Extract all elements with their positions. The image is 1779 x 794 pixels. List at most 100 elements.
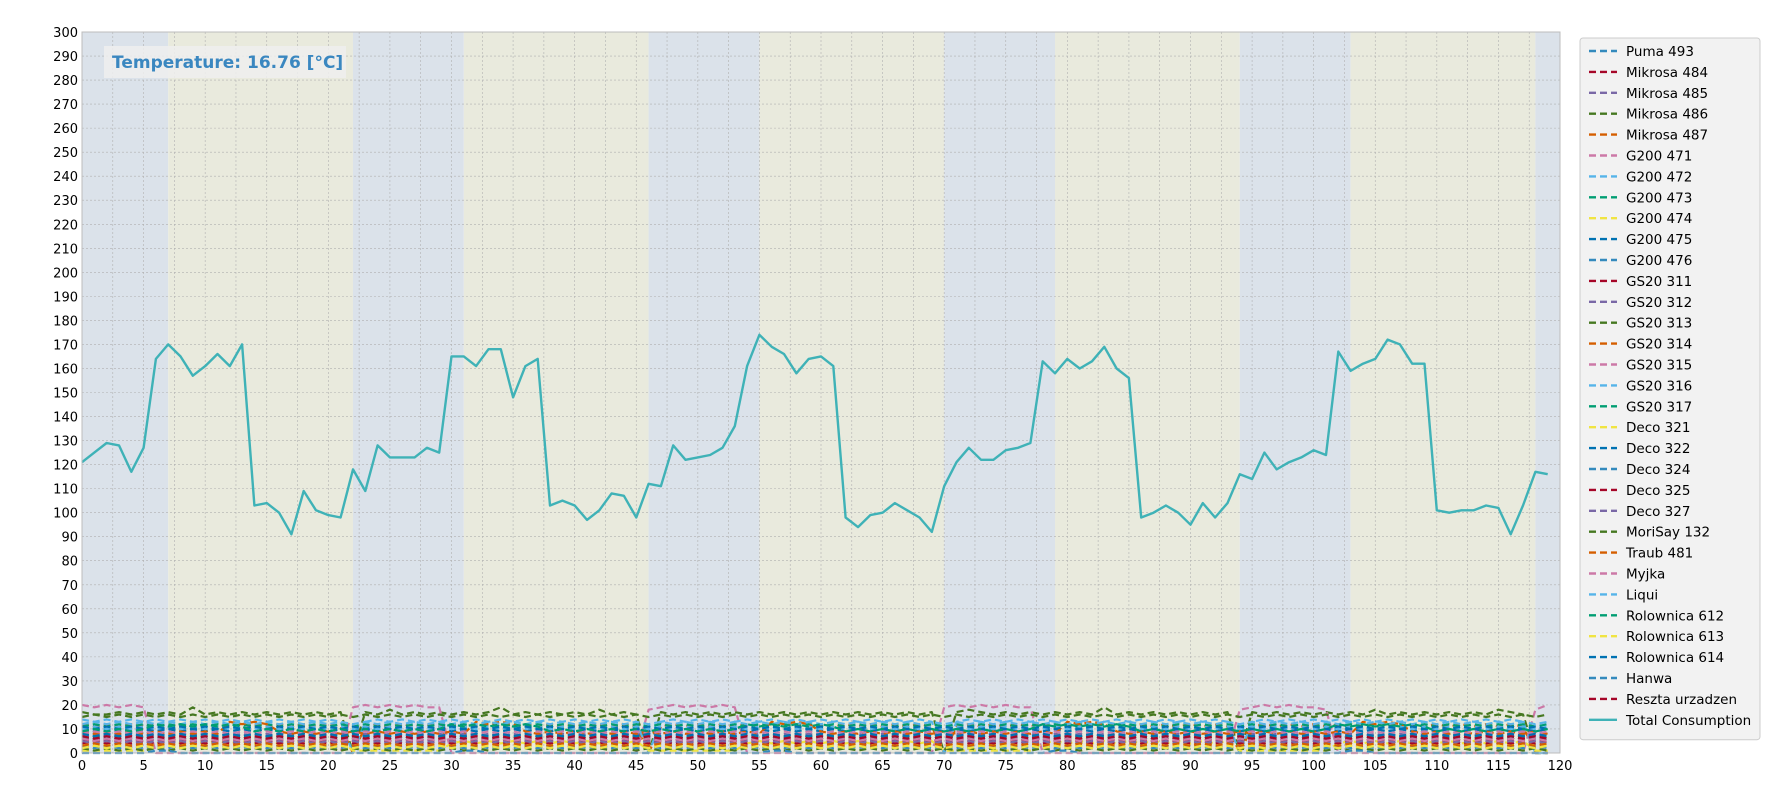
y-tick-label: 110 bbox=[53, 483, 78, 498]
x-tick-label: 100 bbox=[1301, 759, 1326, 774]
legend-label: Rolownica 614 bbox=[1626, 650, 1724, 666]
series-line-rolownica-613 bbox=[81, 744, 1548, 750]
x-tick-label: 120 bbox=[1548, 759, 1573, 774]
x-tick-label: 5 bbox=[139, 759, 147, 774]
axis-ticks: 0 5 10 15 20 25 30 35 40 45 50 55 60 65 70 75 80 85 90 95 10… bbox=[53, 26, 1572, 774]
y-tick-label: 20 bbox=[61, 699, 78, 714]
legend-label: Deco 321 bbox=[1626, 420, 1690, 436]
y-tick-label: 230 bbox=[53, 194, 78, 209]
legend-box bbox=[1579, 37, 1761, 741]
legend-label: GS20 317 bbox=[1626, 399, 1692, 415]
y-tick-label: 150 bbox=[53, 387, 78, 402]
x-tick-label: 115 bbox=[1486, 759, 1511, 774]
series-line-liqui bbox=[81, 720, 1548, 726]
legend-label: GS20 314 bbox=[1626, 337, 1692, 353]
legend-label: Mikrosa 485 bbox=[1626, 86, 1708, 102]
y-tick-label: 300 bbox=[53, 26, 78, 41]
legend-label: Total Consumption bbox=[1625, 713, 1751, 729]
x-tick-label: 45 bbox=[628, 759, 645, 774]
annotation: Temperature: 16.76 [°C] bbox=[104, 46, 346, 78]
x-tick-label: 85 bbox=[1121, 759, 1138, 774]
legend-label: G200 476 bbox=[1626, 253, 1692, 269]
y-tick-label: 40 bbox=[61, 651, 78, 666]
legend-label: Puma 493 bbox=[1626, 44, 1694, 60]
series-line-reszta-urzadzen bbox=[81, 735, 1548, 740]
y-tick-label: 160 bbox=[53, 362, 78, 377]
plot-frame bbox=[81, 31, 1561, 754]
series-line-gs20-314 bbox=[81, 720, 1548, 735]
x-tick-label: 20 bbox=[320, 759, 337, 774]
x-tick-label: 110 bbox=[1424, 759, 1449, 774]
legend-label: GS20 312 bbox=[1626, 295, 1692, 311]
y-tick-label: 200 bbox=[53, 266, 78, 281]
y-tick-label: 170 bbox=[53, 338, 78, 353]
legend-label: G200 473 bbox=[1626, 190, 1692, 206]
y-tick-label: 250 bbox=[53, 146, 78, 161]
legend-label: Traub 481 bbox=[1625, 546, 1693, 562]
x-tick-label: 50 bbox=[690, 759, 707, 774]
legend-label: Rolownica 613 bbox=[1626, 629, 1724, 645]
y-tick-label: 10 bbox=[61, 723, 78, 738]
y-tick-label: 220 bbox=[53, 218, 78, 233]
legend-label: Deco 324 bbox=[1626, 462, 1690, 478]
y-tick-label: 120 bbox=[53, 459, 78, 474]
legend-label: Mikrosa 487 bbox=[1626, 128, 1708, 144]
x-tick-label: 70 bbox=[936, 759, 953, 774]
legend-label: Rolownica 612 bbox=[1626, 608, 1724, 624]
series-line-rolownica-614 bbox=[81, 732, 1548, 738]
series-line-rolownica-612 bbox=[81, 723, 1548, 733]
series-line-traub-481 bbox=[81, 742, 1548, 747]
x-tick-label: 65 bbox=[874, 759, 891, 774]
x-tick-label: 35 bbox=[505, 759, 522, 774]
legend-label: G200 474 bbox=[1626, 211, 1692, 227]
y-tick-label: 180 bbox=[53, 314, 78, 329]
x-tick-label: 30 bbox=[443, 759, 460, 774]
y-tick-label: 260 bbox=[53, 122, 78, 137]
x-tick-label: 90 bbox=[1182, 759, 1199, 774]
x-tick-label: 55 bbox=[751, 759, 768, 774]
y-tick-label: 130 bbox=[53, 435, 78, 450]
legend-label: Mikrosa 486 bbox=[1626, 107, 1708, 123]
y-tick-label: 240 bbox=[53, 170, 78, 185]
series-line-gs20-316 bbox=[81, 725, 1548, 731]
legend-label: Mikrosa 484 bbox=[1626, 65, 1708, 81]
series-line-myjka bbox=[81, 737, 1548, 743]
y-tick-label: 280 bbox=[53, 74, 78, 89]
x-tick-label: 75 bbox=[997, 759, 1014, 774]
legend-label: Liqui bbox=[1626, 587, 1658, 603]
legend-label: Reszta urzadzen bbox=[1626, 692, 1737, 708]
y-tick-label: 80 bbox=[61, 555, 78, 570]
y-tick-label: 30 bbox=[61, 675, 78, 690]
legend-label: G200 475 bbox=[1626, 232, 1692, 248]
series-line-total-consumption bbox=[81, 333, 1548, 536]
legend-label: GS20 316 bbox=[1626, 378, 1692, 394]
legend: Puma 493 Mikrosa 484 Mikrosa 485 Mikrosa 48… bbox=[1579, 37, 1761, 741]
legend-label: GS20 315 bbox=[1626, 358, 1692, 374]
annotation-box bbox=[104, 46, 346, 78]
y-tick-label: 190 bbox=[53, 290, 78, 305]
legend-label: Myjka bbox=[1626, 567, 1665, 583]
x-tick-label: 95 bbox=[1244, 759, 1261, 774]
x-tick-label: 10 bbox=[197, 759, 214, 774]
legend-label: G200 472 bbox=[1626, 169, 1692, 185]
legend-label: GS20 311 bbox=[1626, 274, 1692, 290]
y-tick-label: 270 bbox=[53, 98, 78, 113]
legend-label: GS20 313 bbox=[1626, 316, 1692, 332]
x-tick-label: 60 bbox=[813, 759, 830, 774]
y-tick-label: 50 bbox=[61, 627, 78, 642]
y-tick-label: 290 bbox=[53, 50, 78, 65]
legend-label: Hanwa bbox=[1626, 671, 1672, 687]
y-tick-label: 90 bbox=[61, 531, 78, 546]
x-tick-label: 25 bbox=[382, 759, 399, 774]
y-tick-label: 210 bbox=[53, 242, 78, 257]
x-tick-label: 0 bbox=[78, 759, 86, 774]
y-tick-label: 70 bbox=[61, 579, 78, 594]
y-tick-label: 140 bbox=[53, 411, 78, 426]
y-tick-label: 100 bbox=[53, 507, 78, 522]
legend-label: Deco 325 bbox=[1626, 483, 1690, 499]
series-line-morisay-132 bbox=[81, 713, 1548, 719]
x-tick-label: 80 bbox=[1059, 759, 1076, 774]
x-tick-label: 15 bbox=[258, 759, 275, 774]
